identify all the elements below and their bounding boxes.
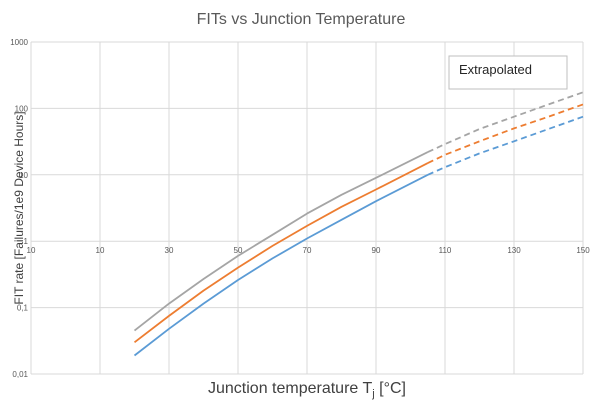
x-tick-label: 90 — [372, 246, 381, 255]
series-line-measured — [133, 151, 429, 332]
series-line-extrapolated — [427, 91, 584, 153]
series-line-measured — [133, 173, 429, 357]
annotation-box — [448, 55, 568, 90]
y-tick-label: 10 — [19, 171, 28, 180]
extrapolated-annotation: Extrapolated — [448, 55, 568, 90]
series-line-extrapolated — [427, 103, 584, 164]
x-tick-labels: 10 10 30 50 70 90 110 130 150 — [27, 246, 591, 255]
y-axis-label: FIT rate [Failures/1e9 Device Hours] — [12, 111, 26, 304]
series-lines — [133, 91, 584, 357]
series-line-extrapolated — [427, 115, 584, 176]
y-tick-label: 0,01 — [12, 370, 28, 379]
y-tick-label: 100 — [15, 104, 29, 113]
x-tick-label: 10 — [96, 246, 105, 255]
x-tick-label: 10 — [27, 246, 36, 255]
y-tick-label: 0,1 — [17, 304, 29, 313]
x-tick-label: 70 — [303, 246, 312, 255]
x-tick-label: 130 — [507, 246, 521, 255]
x-axis-label-subscript: j — [371, 388, 374, 400]
x-axis-label-main: Junction temperature T — [208, 380, 372, 397]
series-line-measured — [133, 162, 429, 344]
y-tick-label: 1000 — [10, 38, 28, 47]
gridlines — [30, 41, 584, 375]
x-axis-label: Junction temperature Tj [°C] — [208, 380, 406, 400]
annotation-label: Extrapolated — [459, 62, 532, 77]
y-tick-labels: 0,01 0,1 1 10 100 1000 — [10, 38, 28, 379]
x-tick-label: 110 — [439, 246, 452, 255]
x-tick-label: 30 — [165, 246, 174, 255]
chart-title: FITs vs Junction Temperature — [197, 11, 406, 28]
x-tick-label: 150 — [576, 246, 590, 255]
x-axis-label-unit: [°C] — [375, 380, 406, 397]
y-tick-label: 1 — [24, 237, 29, 246]
x-tick-label: 50 — [234, 246, 243, 255]
